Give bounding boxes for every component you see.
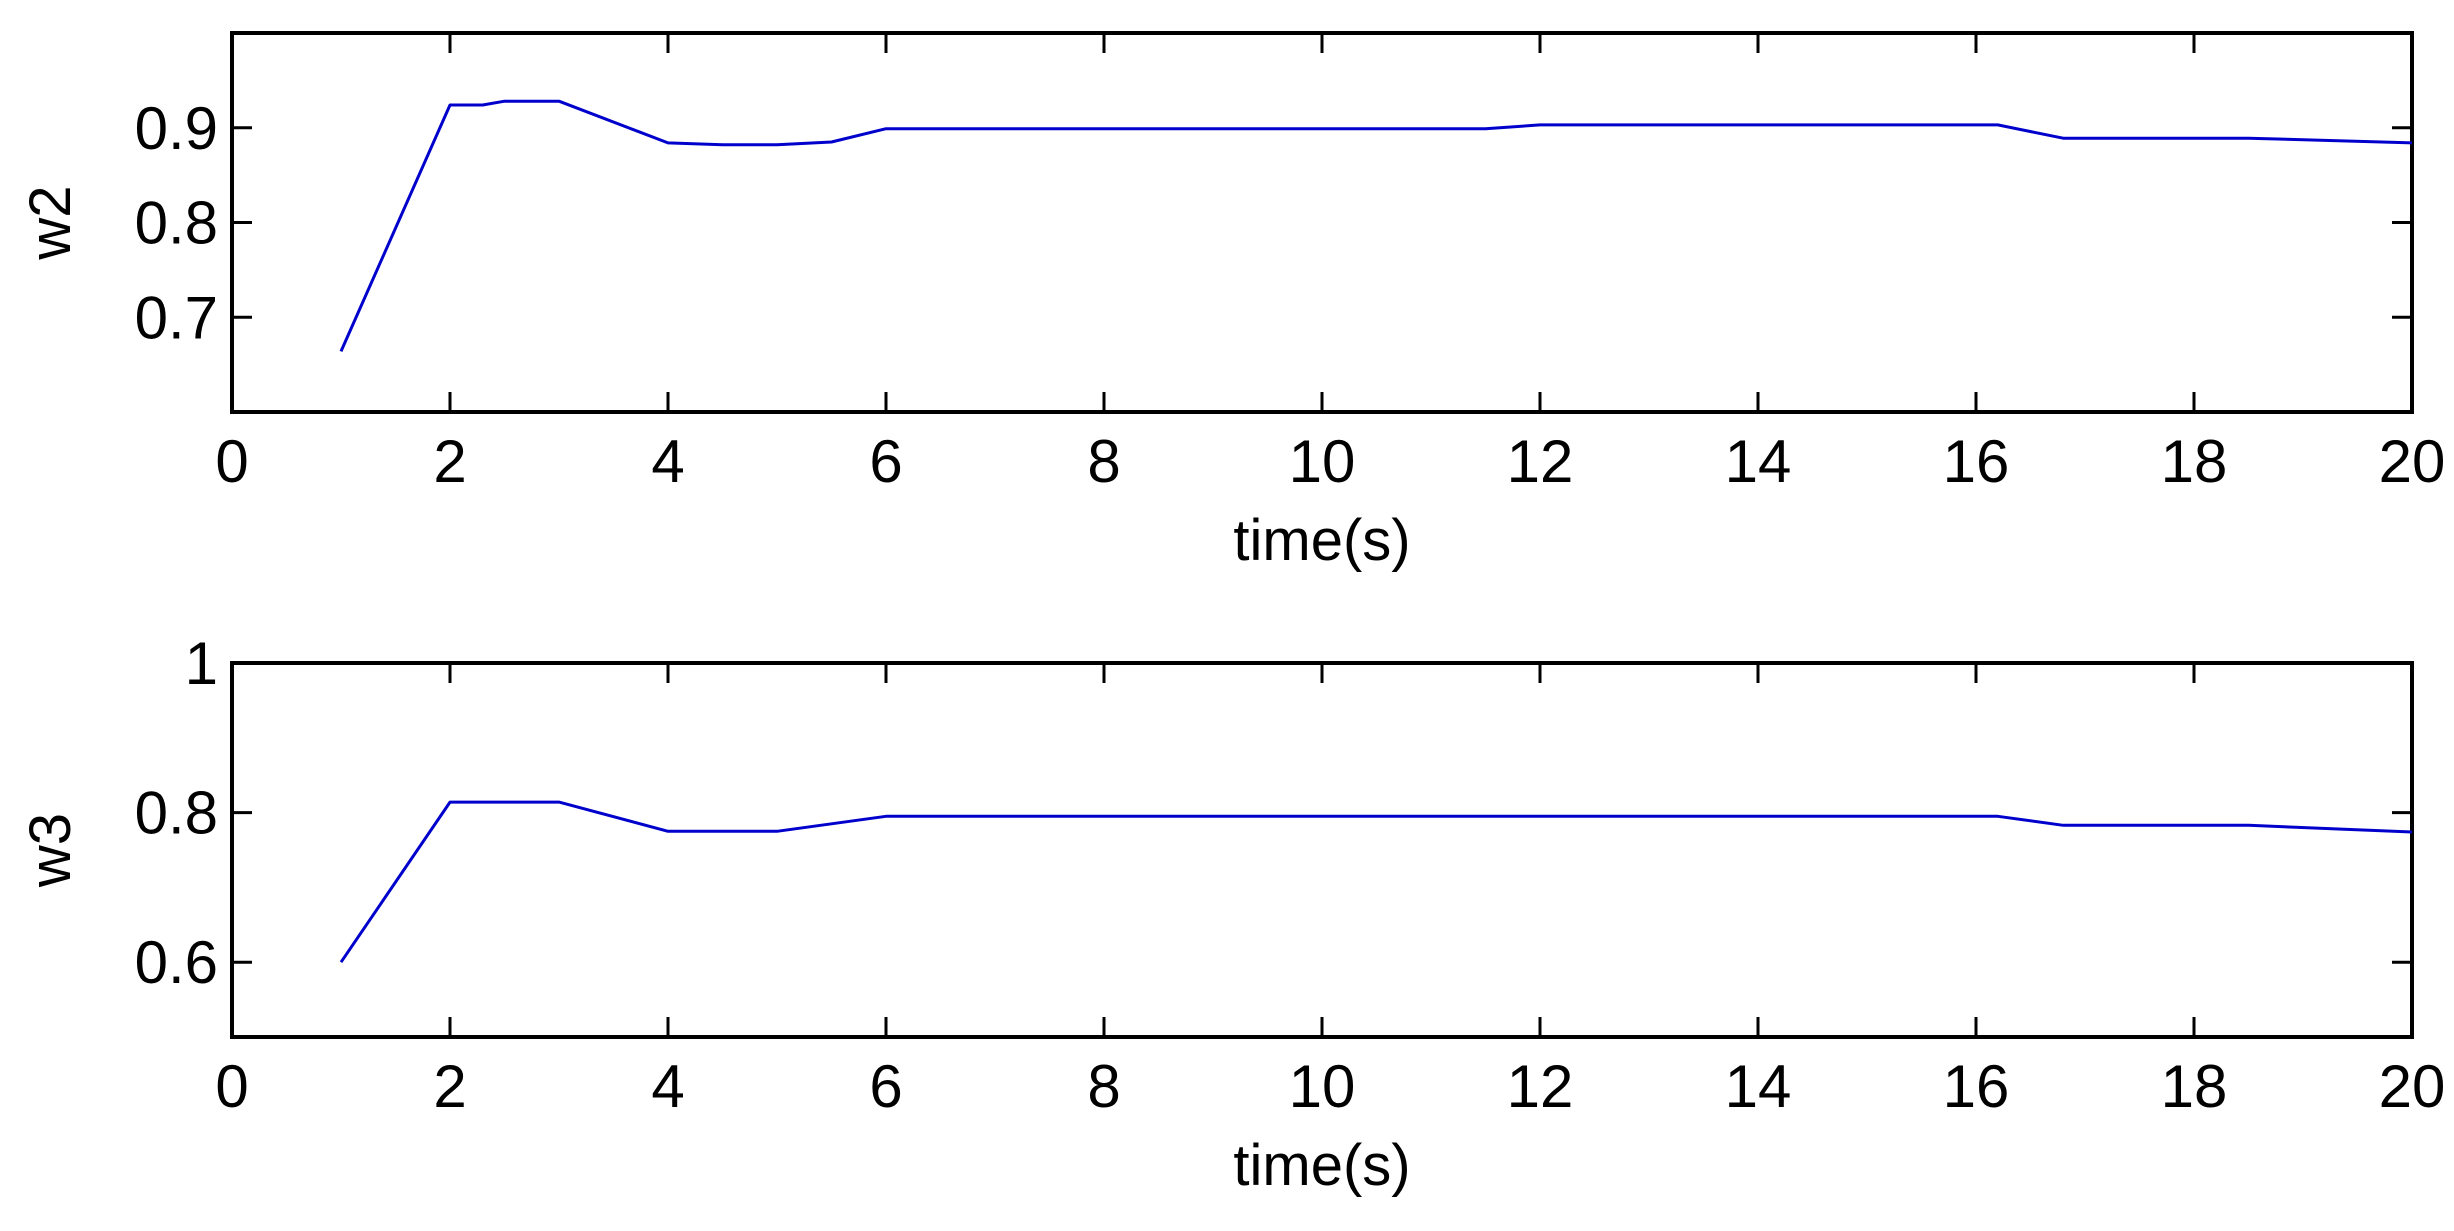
w2-x-axis-label: time(s) [1233, 508, 1410, 573]
w3-y-tick-label: 0.6 [135, 929, 218, 996]
w3-x-tick-label: 4 [651, 1053, 684, 1120]
w3-y-ticks: 0.6 0.8 1 [135, 630, 2412, 996]
w2-x-tick-label: 18 [2161, 428, 2228, 495]
w2-series-line [339, 99, 2413, 353]
w3-x-axis-label: time(s) [1233, 1133, 1410, 1198]
w2-x-tick-label: 14 [1725, 428, 1792, 495]
w2-y-axis-label: w2 [18, 185, 83, 260]
w2-x-tick-label: 20 [2379, 428, 2446, 495]
w2-x-tick-label: 6 [869, 428, 902, 495]
w2-y-tick-label: 0.9 [135, 95, 218, 162]
w3-x-ticks: 0 2 4 6 8 10 12 14 16 18 20 [215, 663, 2445, 1120]
w3-x-tick-label: 2 [433, 1053, 466, 1120]
w2-subplot: 0 2 4 6 8 10 12 14 16 18 20 0.7 0.8 0.9 time(s) w2 [18, 31, 2445, 573]
w3-x-tick-label: 16 [1943, 1053, 2010, 1120]
w2-x-ticks: 0 2 4 6 8 10 12 14 16 18 20 [215, 33, 2445, 495]
w2-x-tick-label: 0 [215, 428, 248, 495]
w3-x-tick-label: 12 [1507, 1053, 1574, 1120]
w2-x-tick-label: 10 [1289, 428, 1356, 495]
w2-y-tick-label: 0.8 [135, 190, 218, 257]
w3-plot-frame [230, 661, 2414, 1039]
w2-y-ticks: 0.7 0.8 0.9 [135, 95, 2412, 351]
w3-x-tick-label: 10 [1289, 1053, 1356, 1120]
w3-y-tick-label: 0.8 [135, 780, 218, 847]
w2-x-tick-label: 2 [433, 428, 466, 495]
w2-x-tick-label: 8 [1087, 428, 1120, 495]
w3-y-tick-label: 1 [185, 630, 218, 697]
w3-x-tick-label: 6 [869, 1053, 902, 1120]
w2-x-tick-label: 12 [1507, 428, 1574, 495]
w3-x-tick-label: 14 [1725, 1053, 1792, 1120]
w2-y-tick-label: 0.7 [135, 284, 218, 351]
w2-plot-frame [230, 31, 2414, 414]
w3-y-axis-label: w3 [18, 813, 83, 888]
w2-x-tick-label: 4 [651, 428, 684, 495]
w3-x-tick-label: 18 [2161, 1053, 2228, 1120]
w3-x-tick-label: 0 [215, 1053, 248, 1120]
w3-x-tick-label: 8 [1087, 1053, 1120, 1120]
w2-x-tick-label: 16 [1943, 428, 2010, 495]
w3-series-line [339, 800, 2413, 964]
w3-subplot: 0 2 4 6 8 10 12 14 16 18 20 0.6 0.8 1 time(s) w3 [18, 630, 2445, 1198]
w3-x-tick-label: 20 [2379, 1053, 2446, 1120]
